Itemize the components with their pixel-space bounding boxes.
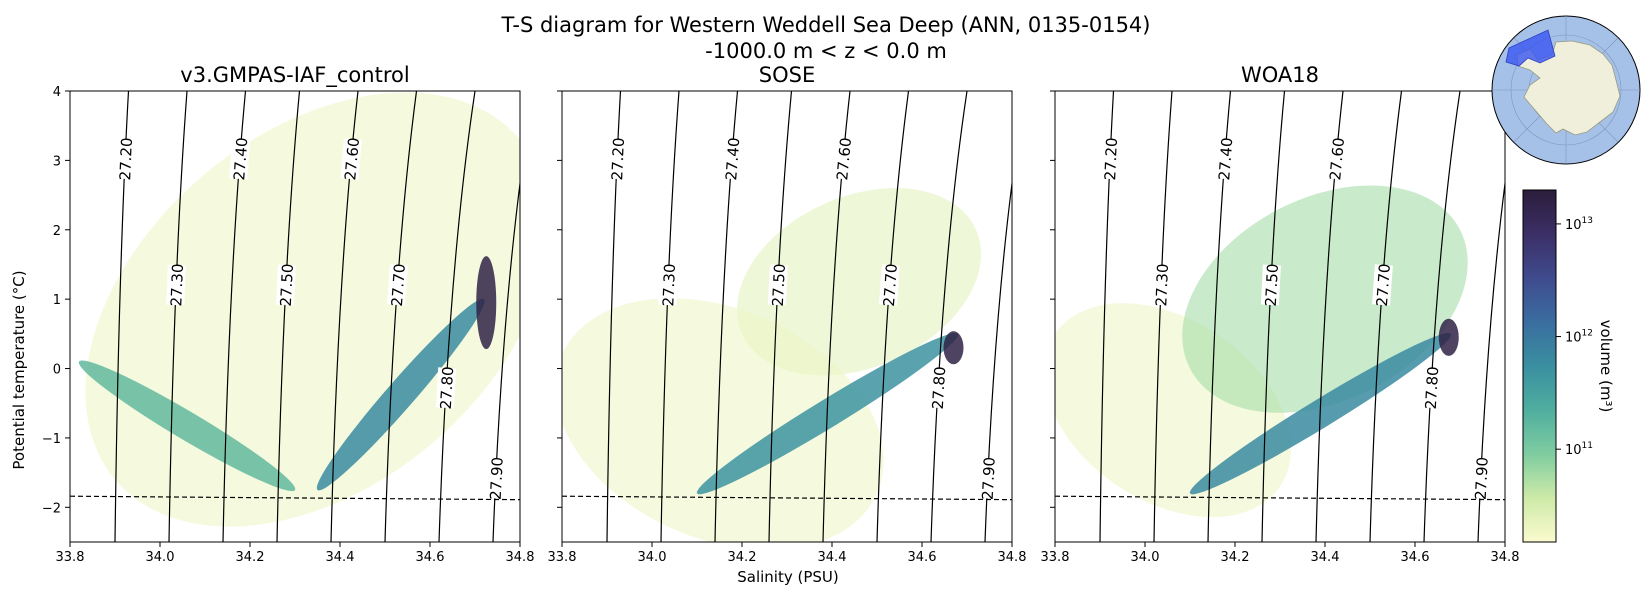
density-contour-label: 27.50 — [1262, 263, 1282, 307]
x-tick-label: 34.0 — [146, 550, 175, 565]
x-tick-label: 33.8 — [1041, 550, 1070, 565]
panel-title: SOSE — [759, 63, 815, 87]
x-tick-label: 34.0 — [638, 550, 667, 565]
y-tick-label: 2 — [53, 224, 61, 239]
panel-title: WOA18 — [1241, 63, 1319, 87]
region-map-inset — [1491, 15, 1641, 165]
density-contour — [1055, 91, 1056, 94]
x-tick-label: 34.6 — [1401, 550, 1430, 565]
density-contour-label: 27.50 — [277, 263, 297, 307]
panel-title: v3.GMPAS-IAF_control — [180, 63, 409, 88]
density-contour-label: 27.40 — [230, 137, 251, 181]
density-contour-label: 27.70 — [880, 263, 901, 307]
density-contour-label: 27.80 — [1422, 366, 1443, 410]
density-contour-label: 27.20 — [1101, 137, 1121, 181]
x-tick-label: 34.0 — [1131, 550, 1160, 565]
density-contour-label: 27.70 — [1373, 263, 1394, 307]
density-contour-label: 27.80 — [929, 366, 950, 410]
density-contour-label: 27.50 — [769, 263, 789, 307]
x-tick-label: 34.4 — [1311, 550, 1340, 565]
density-contour — [438, 91, 476, 542]
density-contour-label: 27.60 — [341, 137, 363, 181]
panel-1: v3.GMPAS-IAF_control 27.20 27.30 27.40 27.50… — [42, 63, 592, 565]
density-contour — [1423, 91, 1461, 542]
density-contour-label: 27.20 — [116, 137, 136, 181]
histogram-series — [562, 298, 884, 542]
figure-title-line1: T-S diagram for Western Weddell Sea Deep… — [500, 13, 1150, 37]
y-tick-label: 1 — [53, 293, 61, 308]
density-contour-label: 27.60 — [833, 137, 855, 181]
density-contour — [930, 91, 968, 542]
density-contour-label: 27.90 — [979, 457, 999, 501]
axes-frame — [69, 90, 521, 543]
histogram-series — [1438, 318, 1459, 356]
x-tick-label: 33.8 — [548, 550, 577, 565]
x-tick-label: 34.8 — [506, 550, 535, 565]
density-contour-label: 27.90 — [1472, 457, 1492, 501]
weddell-region-highlight — [1505, 29, 1556, 67]
figure-title-line2: -1000.0 m < z < 0.0 m — [705, 39, 947, 63]
freezing-line — [1055, 495, 1505, 501]
y-tick-label: 0 — [53, 363, 61, 378]
y-tick-label: −2 — [42, 501, 61, 516]
density-contour-label: 27.60 — [1326, 137, 1348, 181]
histogram-series — [476, 256, 497, 350]
x-tick-label: 34.4 — [326, 550, 355, 565]
density-contour-label: 27.40 — [722, 137, 743, 181]
axes-frame — [1054, 90, 1506, 543]
density-contour-label: 27.30 — [659, 263, 679, 307]
colorbar-gradient — [1522, 189, 1557, 543]
x-tick-label: 34.2 — [236, 550, 265, 565]
x-tick-label: 34.2 — [1221, 550, 1250, 565]
freezing-line — [70, 495, 520, 501]
x-tick-label: 33.8 — [56, 550, 85, 565]
x-tick-label: 34.6 — [416, 550, 445, 565]
colorbar-tick-label: 1013 — [1565, 216, 1593, 233]
histogram-series — [736, 188, 982, 376]
x-tick-label: 34.8 — [998, 550, 1027, 565]
colorbar-tick-label: 1012 — [1565, 329, 1593, 346]
x-tick-label: 34.8 — [1491, 550, 1520, 565]
colorbar-tick-label: 1011 — [1565, 441, 1593, 458]
density-contour-label: 27.70 — [388, 263, 409, 307]
y-tick-label: 4 — [53, 85, 61, 100]
freezing-line — [562, 495, 1012, 501]
y-tick-label: −1 — [42, 432, 61, 447]
panel-2: SOSE 27.20 27.30 27.40 27.50 27.60 27.70 27.80 2… — [548, 63, 1027, 565]
histogram-series — [78, 360, 296, 492]
x-tick-label: 34.2 — [728, 550, 757, 565]
density-contour-label: 27.20 — [608, 137, 628, 181]
panels: v3.GMPAS-IAF_control 27.20 27.30 27.40 27.50… — [42, 63, 1520, 565]
density-contour-label: 27.40 — [1215, 137, 1236, 181]
density-contour-label: 27.80 — [437, 366, 458, 410]
y-tick-label: 3 — [53, 154, 61, 169]
colorbar-label: volume (m³) — [1597, 320, 1615, 413]
x-tick-label: 34.6 — [908, 550, 937, 565]
density-contour — [547, 91, 592, 542]
histogram-series — [943, 331, 964, 365]
axes-frame — [561, 90, 1013, 543]
antarctica-landmass — [1516, 40, 1621, 136]
histogram-series — [316, 298, 485, 491]
x-axis-label: Salinity (PSU) — [737, 568, 839, 586]
panel-3: WOA18 27.20 27.30 27.40 27.50 27.60 27.70 27.80… — [1041, 63, 1520, 565]
density-contour-label: 27.30 — [167, 263, 187, 307]
x-tick-label: 34.4 — [818, 550, 847, 565]
y-axis-label: Potential temperature (°C) — [10, 270, 28, 469]
density-contour-label: 27.90 — [487, 457, 507, 501]
colorbar: 1011 1012 1013 volume (m³) — [1522, 189, 1615, 543]
density-contour-label: 27.30 — [1152, 263, 1172, 307]
histogram-series — [85, 92, 520, 527]
